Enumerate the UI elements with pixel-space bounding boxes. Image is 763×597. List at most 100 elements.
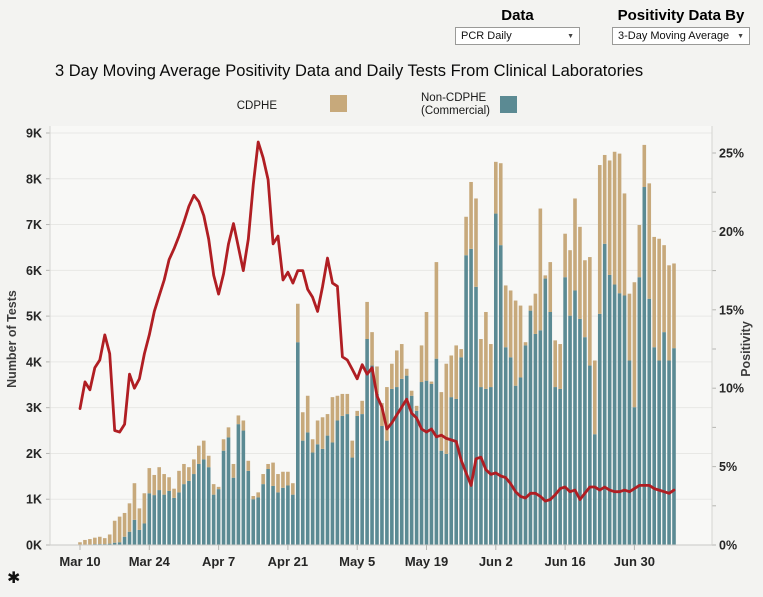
left-axis-tick-label: 2K <box>26 447 42 461</box>
x-axis-tick-label: Mar 10 <box>59 554 100 569</box>
bar-cdphe <box>88 539 92 545</box>
bar-non-cdphe <box>583 337 587 545</box>
bar-non-cdphe <box>399 378 404 545</box>
legend-label-non-cdphe: Non-CDPHE (Commercial) <box>421 92 490 117</box>
bar-non-cdphe <box>117 542 122 545</box>
bar-cdphe <box>513 300 518 386</box>
bar-non-cdphe <box>518 377 523 545</box>
bar-non-cdphe <box>380 425 384 545</box>
bar-cdphe <box>380 403 384 426</box>
bar-cdphe <box>647 183 652 299</box>
bar-cdphe <box>593 360 597 435</box>
bar-cdphe <box>167 477 171 491</box>
data-dropdown-label: Data <box>501 7 534 24</box>
bar-cdphe <box>246 460 251 471</box>
bar-cdphe <box>132 483 137 520</box>
bar-non-cdphe <box>578 318 582 545</box>
bar-cdphe <box>494 161 498 214</box>
x-axis-tick-label: Jun 2 <box>479 554 513 569</box>
bar-non-cdphe <box>667 360 671 545</box>
bar-cdphe <box>419 345 424 383</box>
bar-non-cdphe <box>672 348 676 545</box>
bar-cdphe <box>300 412 305 441</box>
positivity-dropdown[interactable]: 3-Day Moving Average ▼ <box>612 27 750 45</box>
data-dropdown[interactable]: PCR Daily ▼ <box>455 27 580 45</box>
bar-non-cdphe <box>533 333 538 545</box>
bar-cdphe <box>617 153 622 294</box>
bar-cdphe <box>221 439 226 451</box>
bar-cdphe <box>330 397 335 443</box>
data-dropdown-value: PCR Daily <box>461 30 512 42</box>
bar-cdphe <box>201 440 206 460</box>
bar-cdphe <box>192 459 196 475</box>
bar-non-cdphe <box>335 420 340 545</box>
bar-non-cdphe <box>286 485 290 545</box>
bar-cdphe <box>538 208 543 331</box>
bar-cdphe <box>672 263 676 349</box>
bar-non-cdphe <box>320 448 325 545</box>
bar-non-cdphe <box>434 358 439 545</box>
bar-cdphe <box>597 165 602 314</box>
bar-non-cdphe <box>211 494 216 545</box>
bar-non-cdphe <box>632 407 637 545</box>
bar-non-cdphe <box>385 440 389 545</box>
bar-cdphe <box>612 151 617 285</box>
bar-non-cdphe <box>172 497 176 545</box>
positivity-control: Positivity Data By 3-Day Moving Average … <box>612 7 750 45</box>
bar-cdphe <box>127 503 132 532</box>
bar-non-cdphe <box>409 395 414 545</box>
bar-cdphe <box>548 262 553 312</box>
bar-cdphe <box>667 265 671 361</box>
bar-cdphe <box>632 282 637 408</box>
bar-cdphe <box>474 198 478 287</box>
bar-non-cdphe <box>300 440 305 545</box>
bar-cdphe <box>320 417 325 449</box>
bar-cdphe <box>568 250 572 316</box>
bar-cdphe <box>315 420 320 445</box>
bar-non-cdphe <box>261 484 265 545</box>
bar-cdphe <box>533 293 538 334</box>
bar-cdphe <box>78 542 82 545</box>
bar-cdphe <box>642 144 647 188</box>
bar-non-cdphe <box>459 357 463 545</box>
bar-non-cdphe <box>479 387 483 545</box>
legend-swatch-cdphe <box>330 95 347 112</box>
bar-non-cdphe <box>602 243 607 545</box>
bar-non-cdphe <box>607 274 612 545</box>
bar-cdphe <box>385 387 389 441</box>
right-axis-tick-label: 20% <box>719 225 744 239</box>
bar-cdphe <box>291 483 295 495</box>
positivity-dropdown-value: 3-Day Moving Average <box>618 30 730 42</box>
bar-cdphe <box>182 463 186 485</box>
bar-non-cdphe <box>568 315 572 545</box>
left-axis-tick-label: 0K <box>26 539 42 553</box>
bar-cdphe <box>340 393 345 416</box>
bar-cdphe <box>489 344 493 388</box>
x-axis-tick-label: Jun 30 <box>614 554 655 569</box>
bar-non-cdphe <box>236 424 241 545</box>
bar-cdphe <box>281 471 285 488</box>
bar-non-cdphe <box>563 277 567 545</box>
positivity-line <box>78 140 676 503</box>
bar-non-cdphe <box>147 493 152 545</box>
bar-non-cdphe <box>315 444 320 545</box>
bar-non-cdphe <box>271 485 275 545</box>
left-axis-tick-label: 8K <box>26 172 42 186</box>
bar-non-cdphe <box>276 492 280 545</box>
bar-non-cdphe <box>523 345 528 545</box>
bar-non-cdphe <box>528 310 533 545</box>
bar-cdphe <box>216 486 221 490</box>
bar-cdphe <box>558 344 562 389</box>
bar-cdphe <box>162 474 166 495</box>
bar-non-cdphe <box>350 457 355 545</box>
bar-non-cdphe <box>246 470 251 545</box>
legend-swatch-non-cdphe <box>500 96 517 113</box>
bar-non-cdphe <box>573 290 577 545</box>
chart-title: 3 Day Moving Average Positivity Data and… <box>55 62 644 80</box>
bar-non-cdphe <box>498 245 503 545</box>
bar-cdphe <box>296 303 300 343</box>
bar-non-cdphe <box>310 452 315 545</box>
bar-non-cdphe <box>162 494 166 545</box>
